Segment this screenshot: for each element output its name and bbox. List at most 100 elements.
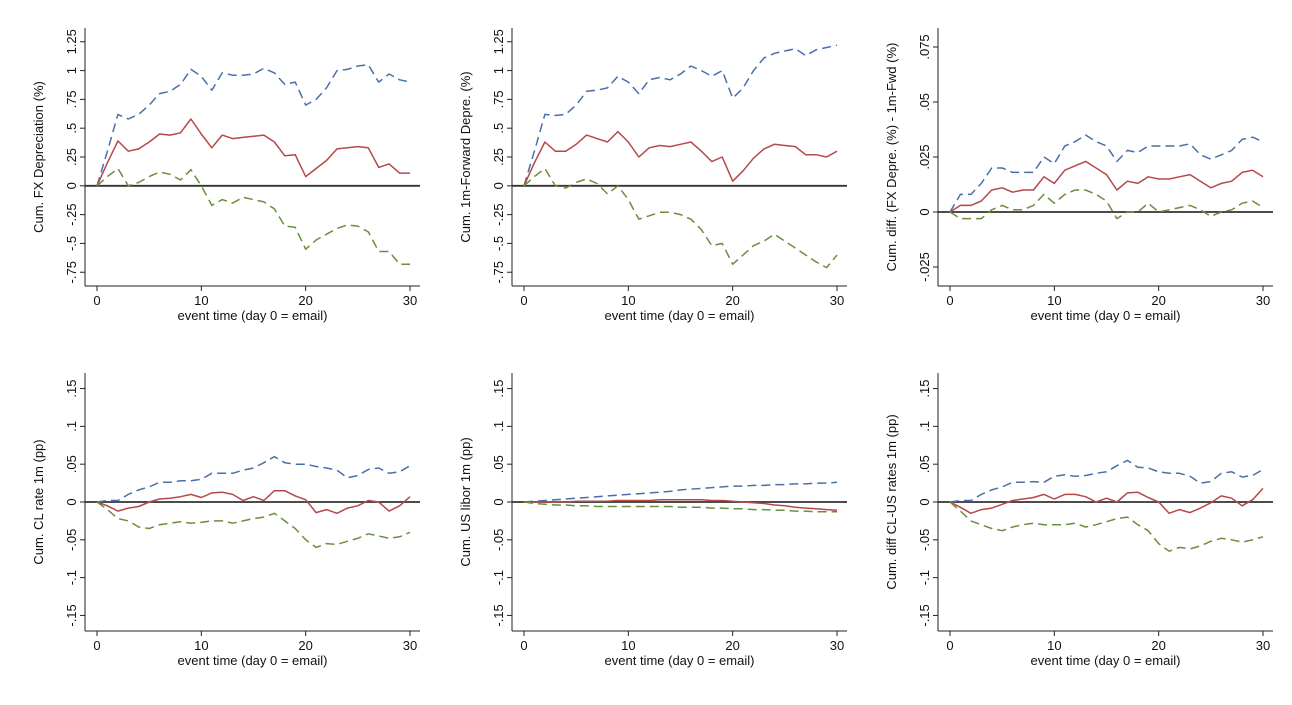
y-tick-label: 0 <box>917 498 932 505</box>
series-line-upper <box>949 134 1264 213</box>
y-tick-label: .25 <box>491 148 506 166</box>
x-tick-label: 0 <box>946 293 953 308</box>
x-tick-label: 10 <box>621 638 635 653</box>
y-tick-label: 1.25 <box>491 29 506 54</box>
y-tick-label: 1.25 <box>64 29 79 54</box>
panel-background <box>860 0 1292 345</box>
y-tick-label: -.15 <box>491 604 506 626</box>
chart-panel-1: -.75 -.5 -.25 0 .25 .5 .75 1 1.25 0 10 20 30 event ti… <box>0 0 430 345</box>
y-tick-label: -.25 <box>491 203 506 225</box>
x-tick-label: 0 <box>93 293 100 308</box>
x-tick-label: 30 <box>1256 638 1270 653</box>
y-tick-label: .1 <box>917 421 932 432</box>
x-tick-label: 10 <box>1047 638 1061 653</box>
y-tick-label: 1 <box>491 67 506 74</box>
series-line-lower <box>949 189 1264 220</box>
y-tick-label: .75 <box>64 90 79 108</box>
y-tick-label: -.5 <box>64 236 79 251</box>
x-tick-label: 10 <box>1047 293 1061 308</box>
y-tick-label: -.025 <box>917 252 932 282</box>
series-line-estimate <box>949 160 1264 213</box>
chart-panel-6: -.15 -.1 -.05 0 .05 .1 .15 0 10 20 30 event time (d… <box>860 345 1292 700</box>
y-tick-label: .75 <box>491 90 506 108</box>
chart-panel-4: -.15 -.1 -.05 0 .05 .1 .15 0 10 20 30 event time (d… <box>0 345 430 700</box>
x-tick-label: 20 <box>1151 293 1165 308</box>
series-line-lower <box>523 501 837 513</box>
y-tick-label: .05 <box>917 455 932 473</box>
y-tick-label: .5 <box>64 123 79 134</box>
series-line-upper <box>96 64 411 187</box>
x-axis-title: event time (day 0 = email) <box>1031 653 1181 668</box>
panel-background <box>860 345 1292 700</box>
panel-background <box>430 345 860 700</box>
y-tick-label: -.1 <box>491 570 506 585</box>
series-line-lower <box>523 167 838 269</box>
x-axis-title: event time (day 0 = email) <box>178 308 328 323</box>
y-tick-label: .15 <box>64 380 79 398</box>
x-tick-label: 0 <box>520 638 527 653</box>
series-line-upper <box>949 459 1264 503</box>
y-tick-label: .05 <box>64 455 79 473</box>
y-tick-label: -.75 <box>491 261 506 283</box>
x-tick-label: 10 <box>621 293 635 308</box>
chart-panel-5: -.15 -.1 -.05 0 .05 .1 .15 0 10 20 30 event time (d… <box>430 345 860 700</box>
y-tick-label: 0 <box>917 208 932 215</box>
y-tick-label: 0 <box>64 498 79 505</box>
x-tick-label: 0 <box>93 638 100 653</box>
y-tick-label: .025 <box>917 144 932 169</box>
y-tick-label: 0 <box>64 182 79 189</box>
y-axis-title: Cum. US libor 1m (pp) <box>458 437 473 566</box>
panel-background <box>0 0 430 345</box>
series-line-estimate <box>949 487 1264 515</box>
series-line-lower <box>949 501 1264 552</box>
x-axis-title: event time (day 0 = email) <box>178 653 328 668</box>
x-tick-label: 30 <box>830 293 844 308</box>
x-axis-title: event time (day 0 = email) <box>605 308 755 323</box>
y-tick-label: .15 <box>917 380 932 398</box>
y-tick-label: .05 <box>917 93 932 111</box>
y-tick-label: -.15 <box>917 604 932 626</box>
panel-background <box>430 0 860 345</box>
x-tick-label: 20 <box>1151 638 1165 653</box>
y-tick-label: 1 <box>64 67 79 74</box>
y-tick-label: -.1 <box>64 570 79 585</box>
y-axis-title: Cum. 1m-Forward Depre. (%) <box>458 71 473 242</box>
y-tick-label: .5 <box>491 123 506 134</box>
y-tick-label: -.1 <box>917 570 932 585</box>
y-tick-label: -.05 <box>917 529 932 551</box>
y-tick-label: -.15 <box>64 604 79 626</box>
x-tick-label: 30 <box>403 293 417 308</box>
series-line-estimate <box>524 498 838 512</box>
y-tick-label: 0 <box>491 498 506 505</box>
y-tick-label: .25 <box>64 148 79 166</box>
x-tick-label: 0 <box>520 293 527 308</box>
y-tick-label: -.25 <box>64 203 79 225</box>
x-tick-label: 20 <box>298 293 312 308</box>
x-tick-label: 10 <box>194 293 208 308</box>
x-tick-label: 0 <box>946 638 953 653</box>
x-tick-label: 30 <box>830 638 844 653</box>
y-tick-label: .1 <box>64 421 79 432</box>
y-tick-label: .075 <box>917 34 932 59</box>
series-line-lower <box>96 167 410 265</box>
y-tick-label: -.75 <box>64 261 79 283</box>
chart-panel-2: -.75 -.5 -.25 0 .25 .5 .75 1 1.25 0 10 20 30 event ti… <box>430 0 860 345</box>
y-tick-label: 0 <box>491 182 506 189</box>
y-tick-label: .15 <box>491 380 506 398</box>
x-axis-title: event time (day 0 = email) <box>1031 308 1181 323</box>
chart-panel-3: -.025 0 .025 .05 .075 0 10 20 30 event time (day … <box>860 0 1292 345</box>
y-axis-title: Cum. diff. (FX Depre. (%) - 1m-Fwd (%) <box>884 43 899 272</box>
y-tick-label: -.05 <box>491 529 506 551</box>
y-tick-label: .1 <box>491 421 506 432</box>
series-line-lower <box>96 501 411 549</box>
x-tick-label: 20 <box>725 293 739 308</box>
series-line-estimate <box>96 489 411 515</box>
y-tick-label: -.5 <box>491 236 506 251</box>
y-axis-title: Cum. FX Depreciation (%) <box>31 81 46 233</box>
panel-background <box>0 345 430 700</box>
series-line-estimate <box>523 130 838 187</box>
series-line-upper <box>523 481 838 503</box>
x-tick-label: 20 <box>298 638 312 653</box>
x-tick-label: 20 <box>725 638 739 653</box>
